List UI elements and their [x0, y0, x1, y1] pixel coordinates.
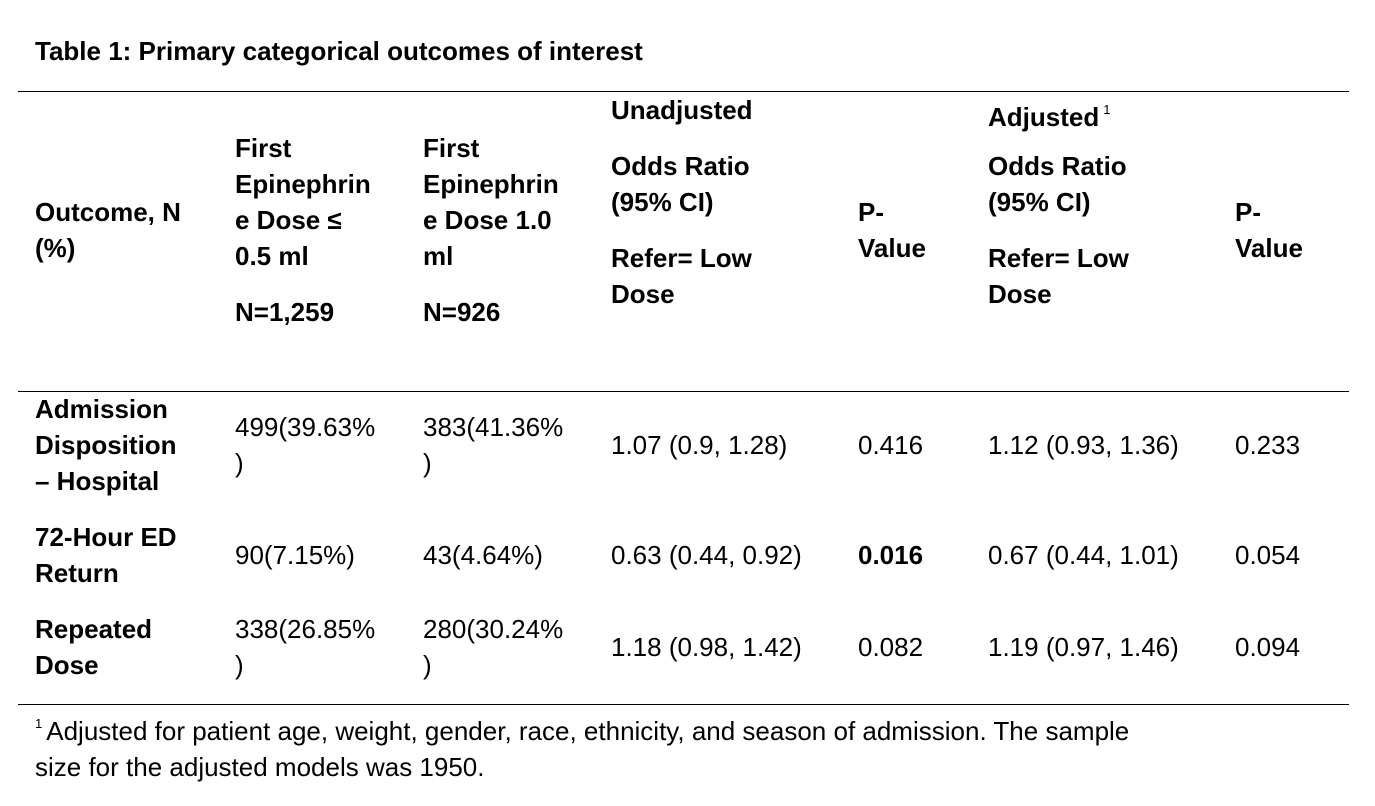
header-low-dose-n-text: N=1,259 [235, 297, 335, 327]
header-unadjusted-title-text: Unadjusted [611, 95, 753, 125]
header-adjusted-ref: Refer= Low Dose [988, 240, 1129, 312]
bottom-rule [18, 704, 1349, 705]
header-low-dose: First Epinephrin e Dose ≤ 0.5 ml [235, 130, 371, 274]
header-adjusted-title-text: Adjusted [988, 102, 1100, 132]
header-high-dose-n-text: N=926 [423, 297, 501, 327]
table-cell-low-dose: 499(39.63% ) [235, 409, 375, 481]
cell-line: 383(41.36% [423, 412, 564, 442]
cell-line: 280(30.24% [423, 614, 564, 644]
header-divider-rule [18, 391, 1349, 392]
header-adjusted-or-line: Odds Ratio [988, 151, 1127, 181]
table-cell-adjusted-p: 0.233 [1235, 430, 1301, 460]
header-outcome-line: (%) [35, 233, 76, 263]
row-outcome-line: Repeated [35, 614, 153, 644]
table-row-outcome: Admission Disposition – Hospital [35, 391, 177, 499]
table-cell-adjusted-or: 0.67 (0.44, 1.01) [988, 540, 1179, 570]
header-adjusted-ref-line: Refer= Low [988, 243, 1129, 273]
header-high-dose-line: Epinephrin [423, 169, 559, 199]
footnote-line: size for the adjusted models was 1950. [35, 752, 485, 782]
header-low-dose-line: Epinephrin [235, 169, 371, 199]
footnote-marker: 1 [35, 716, 43, 731]
row-outcome-line: Dose [35, 650, 99, 680]
table-cell-low-dose: 338(26.85% ) [235, 611, 375, 683]
top-rule [18, 91, 1349, 92]
header-unadjusted-or-line: (95% CI) [611, 187, 714, 217]
table-row-outcome: Repeated Dose [35, 611, 152, 683]
header-unadjusted-ref-line: Dose [611, 279, 675, 309]
cell-line: ) [423, 448, 432, 478]
row-outcome-line: 72-Hour ED [35, 522, 177, 552]
table-cell-adjusted-or: 1.19 (0.97, 1.46) [988, 632, 1179, 662]
header-adjusted-p-line: Value [1235, 233, 1303, 263]
header-adjusted-p: P- Value [1235, 194, 1303, 266]
cell-line: 338(26.85% [235, 614, 376, 644]
cell-line: 90(7.15%) [235, 540, 355, 570]
table-cell-high-dose: 43(4.64%) [423, 537, 543, 573]
table-cell-high-dose: 383(41.36% ) [423, 409, 563, 481]
header-unadjusted-or: Odds Ratio (95% CI) [611, 148, 750, 220]
cell-line: ) [423, 650, 432, 680]
header-adjusted-or-line: (95% CI) [988, 187, 1091, 217]
header-high-dose-line: ml [423, 241, 454, 271]
table-row-outcome: 72-Hour ED Return [35, 519, 177, 591]
table-cell-low-dose: 90(7.15%) [235, 537, 355, 573]
cell-line: 499(39.63% [235, 412, 376, 442]
header-unadjusted-title: Unadjusted [611, 92, 753, 128]
header-adjusted-superscript: 1 [1103, 102, 1111, 117]
header-low-dose-n: N=1,259 [235, 294, 334, 330]
table-cell-unadjusted-or: 1.18 (0.98, 1.42) [611, 632, 802, 662]
header-unadjusted-p: P- Value [858, 194, 926, 266]
header-unadjusted-ref: Refer= Low Dose [611, 240, 752, 312]
header-high-dose-n: N=926 [423, 294, 500, 330]
row-outcome-line: – Hospital [35, 466, 160, 496]
table-cell-adjusted-or: 1.12 (0.93, 1.36) [988, 430, 1179, 460]
row-outcome-line: Disposition [35, 430, 177, 460]
footnote-text: Adjusted for patient age, weight, gender… [46, 716, 1130, 746]
cell-line: ) [235, 448, 244, 478]
header-adjusted-ref-line: Dose [988, 279, 1052, 309]
header-unadjusted-or-line: Odds Ratio [611, 151, 750, 181]
table-cell-unadjusted-p: 0.082 [858, 632, 924, 662]
header-adjusted-title: Adjusted 1 [988, 92, 1110, 135]
header-low-dose-line: e Dose ≤ [235, 205, 342, 235]
header-high-dose-line: First [423, 133, 480, 163]
row-outcome-line: Return [35, 558, 119, 588]
table-cell-unadjusted-p-significant: 0.016 [858, 540, 924, 570]
table-caption: Table 1: Primary categorical outcomes of… [35, 36, 643, 66]
table-cell-adjusted-p: 0.094 [1235, 632, 1301, 662]
header-outcome: Outcome, N (%) [35, 194, 181, 266]
header-adjusted-p-line: P- [1235, 197, 1261, 227]
header-unadjusted-ref-line: Refer= Low [611, 243, 752, 273]
header-low-dose-line: First [235, 133, 292, 163]
header-unadjusted-p-line: Value [858, 233, 926, 263]
header-adjusted-or: Odds Ratio (95% CI) [988, 148, 1127, 220]
table-cell-unadjusted-p: 0.416 [858, 430, 924, 460]
table-cell-unadjusted-or: 0.63 (0.44, 0.92) [611, 540, 802, 570]
row-outcome-line: Admission [35, 394, 168, 424]
table-cell-unadjusted-or: 1.07 (0.9, 1.28) [611, 430, 788, 460]
table-cell-high-dose: 280(30.24% ) [423, 611, 563, 683]
table-cell-adjusted-p: 0.054 [1235, 540, 1301, 570]
cell-line: 43(4.64%) [423, 540, 543, 570]
header-unadjusted-p-line: P- [858, 197, 884, 227]
header-outcome-line: Outcome, N [35, 197, 181, 227]
header-low-dose-line: 0.5 ml [235, 241, 309, 271]
header-high-dose: First Epinephrin e Dose 1.0 ml [423, 130, 559, 274]
table-footnote: 1 Adjusted for patient age, weight, gende… [35, 706, 1335, 785]
cell-line: ) [235, 650, 244, 680]
header-high-dose-line: e Dose 1.0 [423, 205, 552, 235]
footnote-line: 1 Adjusted for patient age, weight, gende… [35, 706, 1335, 749]
